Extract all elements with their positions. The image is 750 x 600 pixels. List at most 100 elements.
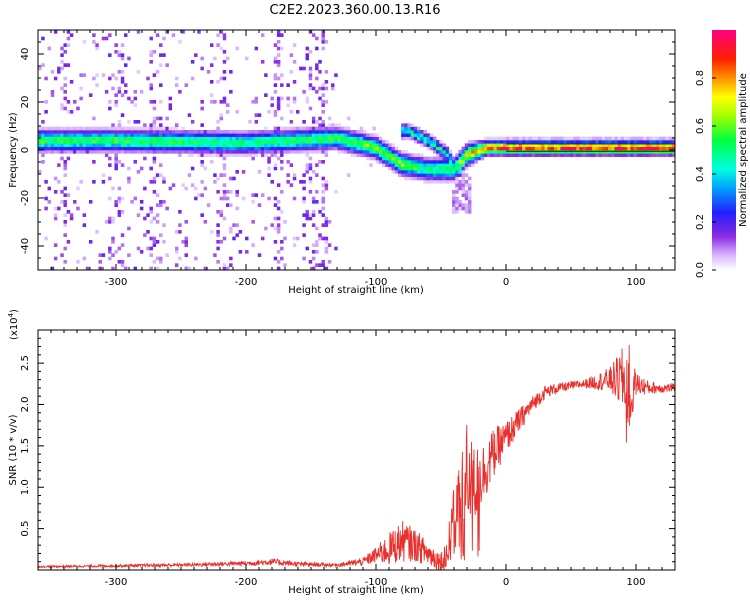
spectrogram-cell bbox=[114, 250, 118, 254]
spectrogram-cell bbox=[639, 136, 644, 141]
spectrogram-cell bbox=[483, 136, 488, 141]
spectrogram-cell bbox=[41, 126, 45, 131]
spectrogram-cell bbox=[315, 36, 319, 41]
colorbar-label: Normalized spectral amplitude bbox=[738, 73, 749, 227]
spectrogram-cell bbox=[203, 130, 208, 134]
spectrogram-cell bbox=[63, 166, 67, 171]
spectrogram-cell bbox=[652, 140, 657, 144]
spectrogram-cell bbox=[528, 136, 532, 141]
spectrogram-cell bbox=[235, 143, 239, 147]
spectrogram-cell bbox=[88, 130, 93, 134]
spectrogram-cell bbox=[264, 140, 268, 144]
spectrogram-cell bbox=[343, 126, 348, 131]
spectrogram-cell bbox=[461, 193, 466, 197]
spectrogram-cell bbox=[318, 116, 322, 121]
spectrogram-cell bbox=[69, 140, 74, 144]
spectrogram-cell bbox=[343, 143, 348, 147]
spectrogram-cell bbox=[273, 76, 278, 81]
spectrogram-cell bbox=[461, 206, 466, 211]
spectrogram-cell bbox=[299, 150, 303, 154]
spectrogram-cell bbox=[366, 140, 370, 144]
spectrogram-cell bbox=[283, 220, 287, 224]
spectrogram-cell bbox=[136, 170, 141, 174]
spectrogram-cell bbox=[429, 146, 434, 151]
spectrogram-cell bbox=[117, 123, 122, 127]
spectrogram-cell bbox=[585, 143, 590, 147]
spectrogram-cell bbox=[426, 176, 431, 181]
spectrogram-cell bbox=[276, 150, 281, 154]
spectrogram-cell bbox=[60, 156, 64, 161]
spectrogram-cell bbox=[162, 223, 166, 227]
spectrogram-cell bbox=[209, 160, 214, 164]
spectrogram-cell bbox=[194, 53, 198, 57]
spectrogram-cell bbox=[608, 153, 612, 157]
spectrogram-cell bbox=[159, 123, 163, 127]
spectrogram-cell bbox=[181, 150, 185, 154]
spectrogram-cell bbox=[302, 173, 306, 177]
spectrogram-cell bbox=[636, 153, 641, 157]
spectrogram-cell bbox=[573, 143, 577, 147]
spectrogram-cell bbox=[283, 143, 287, 147]
spectrogram-cell bbox=[362, 146, 367, 151]
spectrogram-cell bbox=[432, 146, 437, 151]
spectrogram-cell bbox=[245, 150, 249, 154]
spectrogram-cell bbox=[604, 146, 609, 151]
spectrogram-cell bbox=[57, 206, 61, 211]
spectrogram-cell bbox=[85, 140, 90, 144]
spectrogram-cell bbox=[308, 260, 313, 264]
spectrogram-cell bbox=[101, 36, 106, 41]
spectrogram-cell bbox=[331, 126, 335, 131]
spectrogram-cell bbox=[487, 143, 491, 147]
spectrogram-cell bbox=[159, 233, 163, 237]
spectrogram-cell bbox=[38, 133, 42, 137]
spectrogram-cell bbox=[194, 256, 198, 261]
spectrogram-cell bbox=[452, 200, 456, 204]
spectrogram-cell bbox=[111, 216, 115, 221]
spectrogram-cell bbox=[117, 210, 122, 214]
spectrogram-cell bbox=[209, 100, 214, 104]
spectrogram-cell bbox=[159, 173, 163, 177]
spectrogram-cell bbox=[114, 150, 118, 154]
spectrogram-cell bbox=[525, 146, 529, 151]
spectrogram-cell bbox=[200, 130, 204, 134]
spectrogram-cell bbox=[544, 140, 548, 144]
spectrogram-cell bbox=[222, 50, 227, 54]
spectrogram-cell bbox=[225, 143, 230, 147]
spectrogram-cell bbox=[464, 173, 469, 177]
spectrogram-cell bbox=[53, 176, 58, 181]
spectrogram-cell bbox=[264, 153, 268, 157]
spectrogram-cell bbox=[108, 106, 112, 111]
spectrogram-cell bbox=[324, 246, 329, 251]
spectrogram-cell bbox=[318, 146, 322, 151]
spectrogram-cell bbox=[66, 110, 71, 114]
spectrogram-cell bbox=[426, 156, 431, 161]
spectrogram-cell bbox=[585, 146, 590, 151]
spectrogram-cell bbox=[614, 136, 618, 141]
spectrogram-cell bbox=[235, 133, 239, 137]
spectrogram-cell bbox=[356, 150, 360, 154]
spectrogram-cell bbox=[181, 133, 185, 137]
spectrogram-cell bbox=[184, 253, 188, 257]
spectrogram-cell bbox=[283, 140, 287, 144]
spectrogram-cell bbox=[120, 143, 125, 147]
spectrogram-cell bbox=[292, 60, 297, 64]
spectrogram-cell bbox=[311, 130, 316, 134]
spectrogram-cell bbox=[155, 70, 160, 74]
spectrogram-cell bbox=[461, 190, 466, 194]
spectrogram-cell bbox=[57, 143, 61, 147]
spectrogram-cell bbox=[311, 223, 316, 227]
spectrogram-cell bbox=[429, 143, 434, 147]
spectrogram-cell bbox=[372, 153, 376, 157]
spectrogram-cell bbox=[604, 143, 609, 147]
spectrogram-cell bbox=[76, 143, 80, 147]
spectrogram-cell bbox=[133, 103, 138, 107]
spectrogram-cell bbox=[397, 153, 402, 157]
spectrogram-cell bbox=[442, 146, 446, 151]
spectrogram-cell bbox=[200, 180, 204, 184]
spectrogram-cell bbox=[251, 140, 255, 144]
spectrogram-cell bbox=[267, 150, 271, 154]
spectrogram-cell bbox=[251, 243, 255, 247]
spectrogram-cell bbox=[318, 133, 322, 137]
spectrogram-cell bbox=[480, 156, 485, 161]
